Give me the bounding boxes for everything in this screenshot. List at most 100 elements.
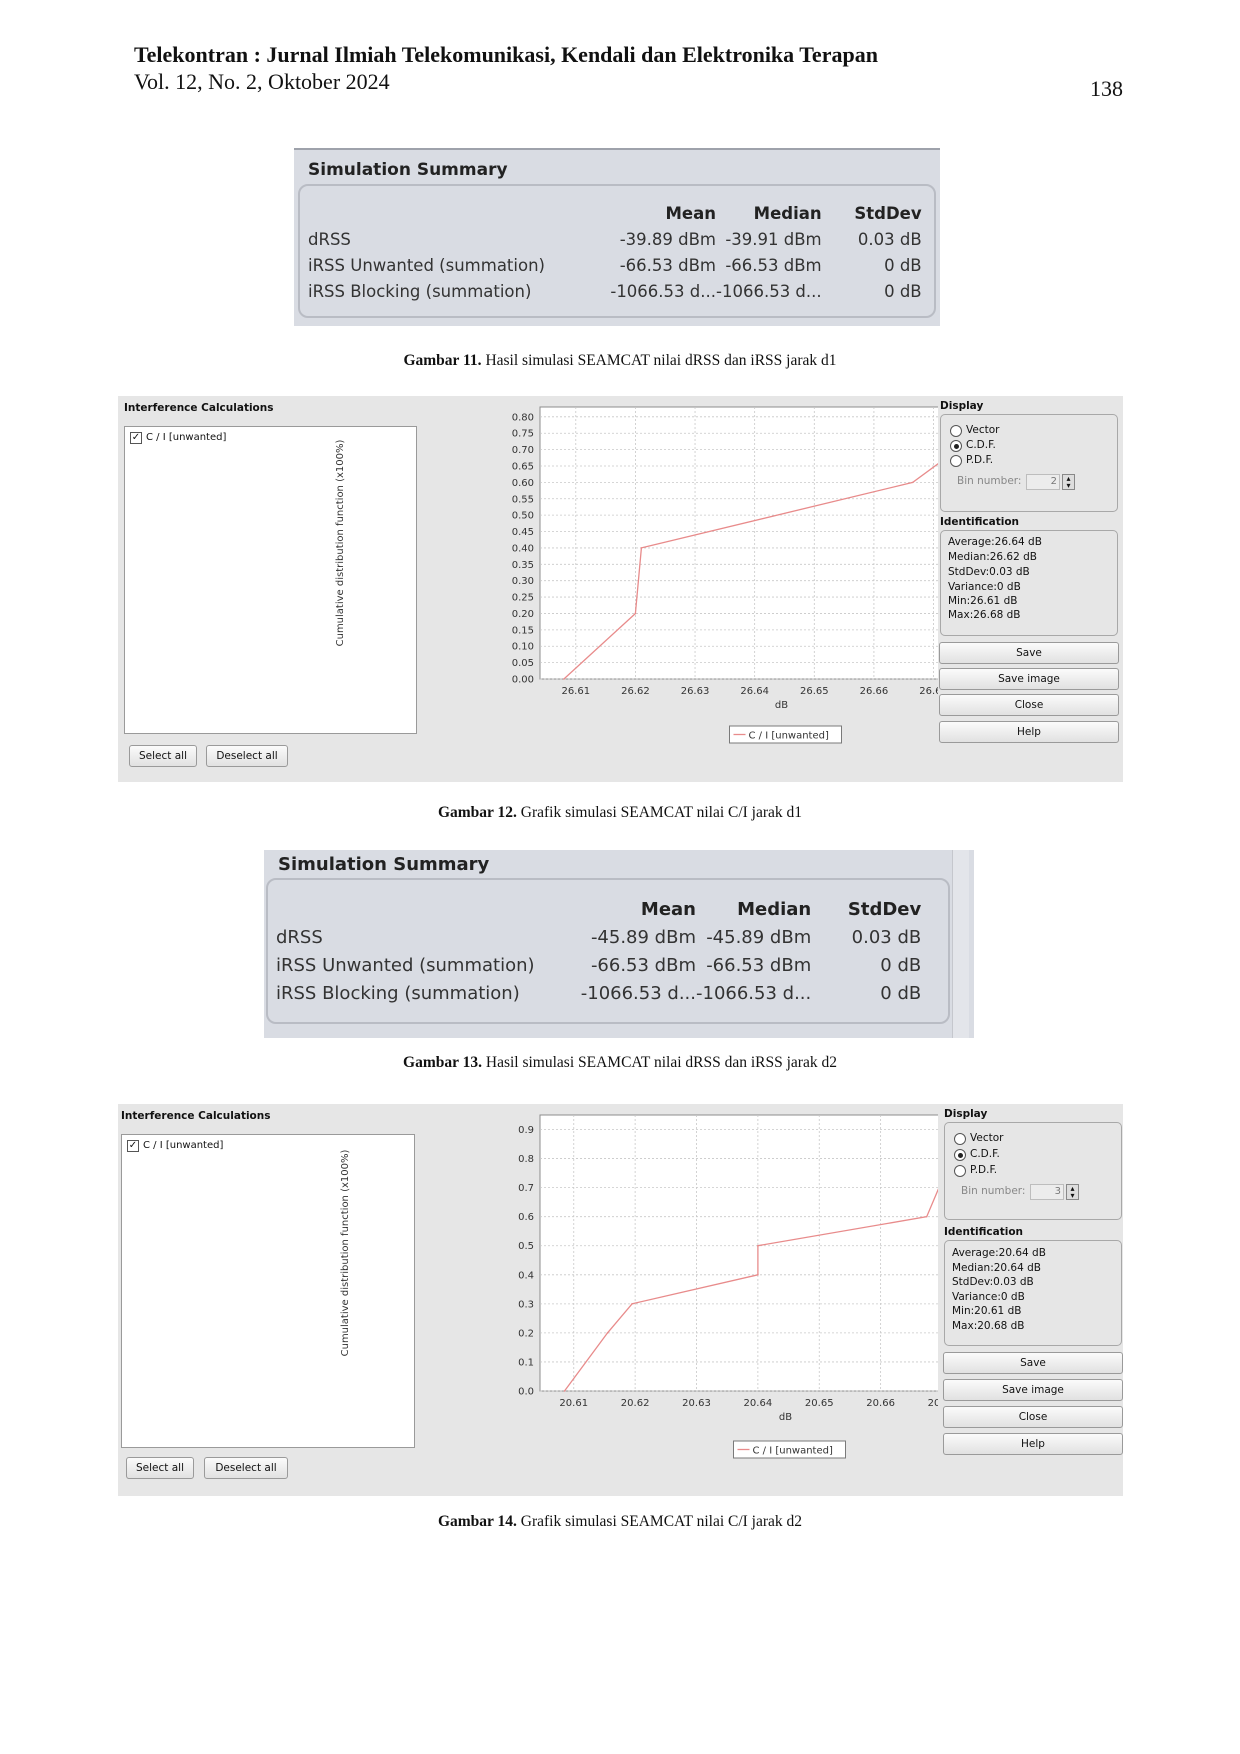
table-row: iRSS Blocking (summation) -1066.53 d... … (276, 979, 921, 1007)
y-tick-label: 0.30 (512, 576, 534, 587)
identification-min: Min:20.61 dB (952, 1305, 1022, 1317)
spinner-icon[interactable]: ▴ ▾ (1062, 474, 1075, 490)
summary-box (298, 184, 936, 318)
identification-average: Average:26.64 dB (948, 536, 1042, 548)
y-axis-label: Cumulative distribution function (x100%) (335, 440, 346, 647)
y-tick-label: 0.05 (512, 658, 534, 669)
identification-group (940, 530, 1118, 636)
radio-cdf[interactable] (950, 440, 962, 452)
y-tick-label: 0.0 (518, 1387, 534, 1398)
y-tick-label: 0.20 (512, 609, 534, 620)
radio-cdf[interactable] (954, 1149, 966, 1161)
summary-table: Mean Median StdDev dRSS -45.89 dBm -45.8… (276, 895, 921, 1007)
radio-vector[interactable] (950, 425, 962, 437)
cell-median: -66.53 dBm (706, 954, 812, 976)
spinner-icon[interactable]: ▴ ▾ (1066, 1184, 1079, 1200)
scrollbar[interactable] (952, 850, 969, 1038)
legend-box (733, 1440, 846, 1459)
x-tick-label: 26.66 (860, 686, 889, 697)
y-tick-label: 0.60 (512, 478, 534, 489)
x-tick-label: 26.63 (681, 686, 710, 697)
bin-number-field[interactable]: 2 (1026, 474, 1060, 490)
help-button[interactable]: Help (943, 1433, 1123, 1455)
y-tick-label: 0.1 (518, 1357, 534, 1368)
identification-max: Max:20.68 dB (952, 1320, 1025, 1332)
interference-calculations-title: Interference Calculations (124, 402, 274, 414)
bin-number-field[interactable]: 3 (1030, 1184, 1064, 1200)
radio-label: P.D.F. (970, 1164, 998, 1176)
x-axis-label: dB (775, 700, 788, 711)
cell-median: -39.91 dBm (725, 229, 822, 249)
row-label: iRSS Unwanted (summation) (276, 954, 535, 976)
cell-stddev: 0 dB (880, 954, 922, 976)
save-image-button[interactable]: Save image (939, 668, 1119, 690)
identification-min: Min:26.61 dB (948, 595, 1018, 607)
y-tick-label: 0.7 (518, 1183, 534, 1194)
cell-stddev: 0.03 dB (851, 926, 922, 948)
identification-stddev: StdDev:0.03 dB (952, 1276, 1034, 1288)
deselect-all-button[interactable]: Deselect all (204, 1457, 288, 1479)
close-button[interactable]: Close (943, 1406, 1123, 1428)
y-axis-label: Cumulative distribution function (x100%) (340, 1150, 351, 1357)
data-point (563, 1390, 566, 1392)
display-group (944, 1122, 1122, 1220)
legend-label: C / I [unwanted] (753, 1446, 833, 1457)
select-all-button[interactable]: Select all (129, 745, 197, 767)
cdf-chart-d1: 0.00 0.05 0.10 0.15 0.20 0.25 0.30 0.35 0.40 0.45… (335, 406, 938, 744)
identification-group (944, 1240, 1122, 1346)
cell-median: -1066.53 d... (716, 281, 822, 301)
summary-table: Mean Median StdDev dRSS -39.89 dBm -39.9… (308, 200, 922, 304)
y-tick-label: 0.4 (518, 1270, 534, 1281)
calculations-list[interactable]: ✓ C / I [unwanted] (124, 426, 417, 734)
bin-number-label: Bin number: (961, 1185, 1026, 1197)
summary-title: Simulation Summary (278, 854, 490, 875)
identification-median: Median:20.64 dB (952, 1262, 1041, 1274)
save-image-button[interactable]: Save image (943, 1379, 1123, 1401)
summary-box (266, 878, 950, 1024)
bin-number-label: Bin number: (957, 475, 1022, 487)
calculations-list[interactable]: ✓ C / I [unwanted] (121, 1134, 415, 1448)
checkbox-ci-unwanted[interactable]: ✓ (130, 432, 142, 444)
identification-variance: Variance:0 dB (952, 1291, 1025, 1303)
interference-chart-panel-d2: Interference Calculations ✓ C / I [unwan… (118, 1104, 1123, 1496)
x-tick-label: 26.67 (919, 686, 938, 697)
y-tick-label: 0.70 (512, 445, 534, 456)
col-median: Median (753, 203, 822, 223)
data-point (757, 1273, 759, 1276)
journal-volume: Vol. 12, No. 2, Oktober 2024 (134, 69, 390, 94)
x-axis-label: dB (779, 1412, 792, 1423)
identification-title: Identification (940, 516, 1020, 528)
figure-caption: Gambar 12. Grafik simulasi SEAMCAT nilai… (0, 804, 1240, 822)
list-item: C / I [unwanted] (146, 432, 227, 443)
plot-area (539, 1114, 938, 1392)
table-row: iRSS Unwanted (summation) -66.53 dBm -66… (276, 951, 921, 979)
cell-stddev: 0 dB (880, 982, 922, 1004)
cell-stddev: 0 dB (884, 281, 922, 301)
radio-pdf[interactable] (950, 455, 962, 467)
simulation-summary-d2: Simulation Summary Mean Median StdDev dR… (264, 850, 974, 1038)
checkbox-ci-unwanted[interactable]: ✓ (127, 1140, 139, 1152)
identification-median: Median:26.62 dB (948, 551, 1037, 563)
row-label: dRSS (308, 229, 351, 249)
y-tick-label: 0.55 (512, 494, 534, 505)
radio-label: Vector (966, 424, 1000, 436)
deselect-all-button[interactable]: Deselect all (206, 745, 288, 767)
legend-label: C / I [unwanted] (749, 731, 829, 742)
y-tick-label: 0.10 (512, 642, 534, 653)
y-tick-label: 0.80 (512, 412, 534, 423)
radio-pdf[interactable] (954, 1165, 966, 1177)
select-all-button[interactable]: Select all (126, 1457, 194, 1479)
radio-vector[interactable] (954, 1133, 966, 1145)
x-tick-label: 20.61 (559, 1398, 588, 1409)
data-point (640, 547, 643, 549)
data-point (606, 1332, 609, 1334)
x-tick-label: 20.63 (682, 1398, 711, 1409)
save-button[interactable]: Save (943, 1352, 1123, 1374)
y-tick-label: 0.8 (518, 1154, 534, 1165)
help-button[interactable]: Help (939, 721, 1119, 743)
radio-label: Vector (970, 1132, 1004, 1144)
figure-caption: Gambar 11. Hasil simulasi SEAMCAT nilai … (0, 352, 1240, 370)
y-tick-label: 0.00 (512, 675, 534, 686)
save-button[interactable]: Save (939, 642, 1119, 664)
close-button[interactable]: Close (939, 694, 1119, 716)
